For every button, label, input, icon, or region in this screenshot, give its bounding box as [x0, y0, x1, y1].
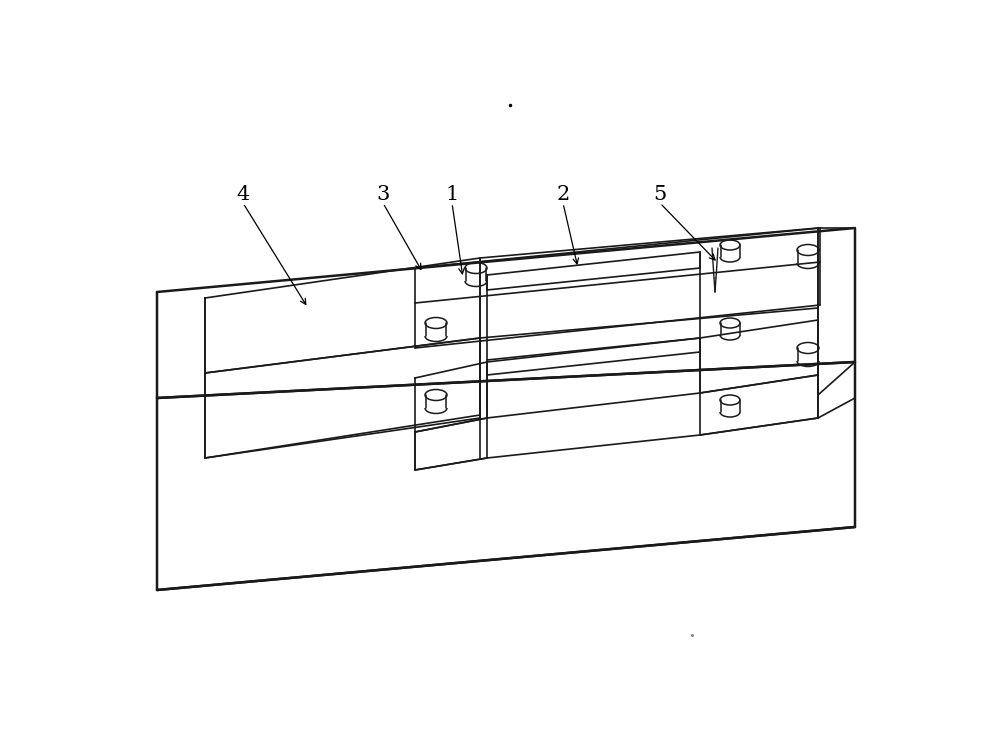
Text: 5: 5 — [653, 185, 667, 205]
Text: 2: 2 — [556, 185, 570, 205]
Text: 3: 3 — [376, 185, 390, 205]
Text: 4: 4 — [236, 185, 250, 205]
Text: 1: 1 — [445, 185, 459, 205]
